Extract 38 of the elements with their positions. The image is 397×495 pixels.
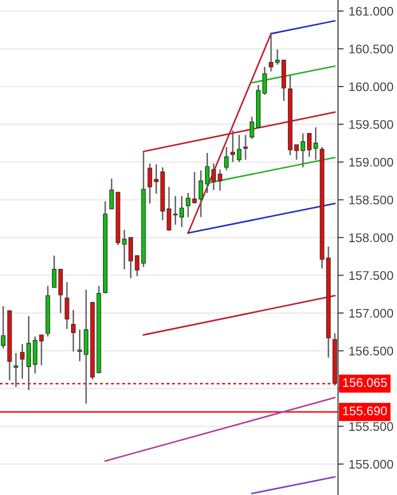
candlestick (179, 195, 184, 228)
ref-line-label: 156.065 (343, 378, 387, 387)
candlestick (205, 152, 210, 194)
candlestick (77, 328, 82, 362)
y-tick-label: 159.000 (349, 158, 394, 167)
candlestick (224, 146, 229, 172)
candlestick (313, 126, 318, 160)
candlestick (14, 352, 18, 388)
candlestick (230, 130, 236, 163)
y-tick-label: 155.000 (349, 460, 394, 469)
y-tick-label: 158.000 (349, 233, 394, 242)
y-tick-label: 158.500 (349, 196, 394, 204)
y-tick-label: 157.500 (349, 271, 394, 280)
candlestick (128, 236, 133, 279)
candlestick (71, 309, 76, 352)
candlestick (20, 343, 25, 380)
candlestick (262, 66, 267, 96)
y-tick-label: 157.000 (349, 308, 394, 318)
candlestick (148, 162, 152, 204)
candlestick (52, 254, 56, 288)
candlestick (250, 116, 254, 140)
candlestick (154, 164, 159, 194)
y-tick-label: 156.500 (349, 346, 394, 356)
ref-line-label: 155.690 (343, 406, 387, 416)
y-tick-label: 161.000 (349, 6, 394, 16)
candlestick (122, 229, 127, 270)
y-tick-label: 160.500 (349, 44, 394, 54)
candlestick (307, 132, 312, 158)
candlestick (26, 315, 31, 391)
candlestick (0, 306, 6, 350)
candlestick (243, 134, 248, 160)
y-tick-label: 159.500 (349, 120, 394, 129)
candlestick (64, 281, 70, 330)
candlestick (218, 168, 222, 192)
y-tick-label: 155.500 (349, 422, 394, 431)
candlestick (236, 134, 242, 163)
candlestick (211, 162, 216, 191)
y-tick-label: 160.000 (349, 82, 394, 92)
